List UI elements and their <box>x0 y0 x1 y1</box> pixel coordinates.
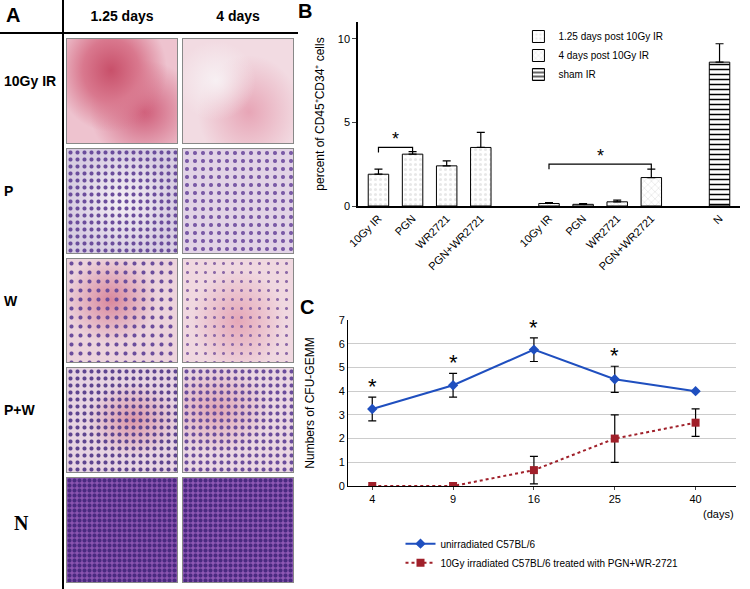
html-text:4 days: 4 days <box>216 8 260 24</box>
svg-text:PGN+WR2721: PGN+WR2721 <box>596 212 656 272</box>
svg-text:5: 5 <box>339 361 345 373</box>
svg-text:3: 3 <box>339 409 345 421</box>
svg-text:*: * <box>597 146 604 166</box>
svg-text:7: 7 <box>339 314 345 326</box>
svg-text:10Gy IR: 10Gy IR <box>517 212 554 249</box>
svg-text:4: 4 <box>339 385 345 397</box>
svg-text:6: 6 <box>339 338 345 350</box>
svg-text:sham IR: sham IR <box>558 69 595 80</box>
html-text:A: A <box>6 4 21 26</box>
svg-text:4 days post 10Gy IR: 4 days post 10Gy IR <box>558 50 649 61</box>
svg-text:*: * <box>368 374 377 399</box>
svg-text:1.25 days post 10Gy IR: 1.25 days post 10Gy IR <box>558 31 663 42</box>
svg-text:C: C <box>300 296 314 318</box>
svg-text:(days): (days) <box>703 508 734 520</box>
html-text:W: W <box>4 292 18 309</box>
html-text:P+W: P+W <box>4 402 35 419</box>
svg-text:percent of CD45⁺CD34⁺ cells: percent of CD45⁺CD34⁺ cells <box>313 37 327 190</box>
svg-text:PGN: PGN <box>393 212 418 237</box>
svg-text:PGN+WR2721: PGN+WR2721 <box>426 212 486 272</box>
svg-text:10Gy irradiated C57BL/6 treate: 10Gy irradiated C57BL/6 treated with PGN… <box>441 558 678 569</box>
svg-text:40: 40 <box>689 493 701 505</box>
svg-text:2: 2 <box>339 432 345 444</box>
svg-text:9: 9 <box>450 493 456 505</box>
svg-text:*: * <box>610 343 619 368</box>
svg-text:unirradiated C57BL/6: unirradiated C57BL/6 <box>441 539 536 550</box>
svg-text:N: N <box>711 212 725 226</box>
svg-text:*: * <box>449 350 458 375</box>
html-text:P: P <box>4 182 14 199</box>
html-text:1.25 days: 1.25 days <box>90 8 154 24</box>
svg-text:5: 5 <box>344 116 350 128</box>
svg-text:B: B <box>298 0 312 22</box>
svg-text:*: * <box>529 315 538 340</box>
html-text:10Gy IR: 10Gy IR <box>4 72 57 89</box>
html-text:N: N <box>14 512 29 535</box>
svg-text:PGN: PGN <box>563 212 588 237</box>
svg-text:4: 4 <box>369 493 375 505</box>
svg-text:10Gy IR: 10Gy IR <box>347 212 384 249</box>
svg-text:16: 16 <box>528 493 540 505</box>
svg-text:0: 0 <box>339 480 345 492</box>
svg-text:0: 0 <box>344 200 350 212</box>
svg-text:25: 25 <box>609 493 621 505</box>
svg-text:*: * <box>392 129 399 149</box>
svg-text:Numbers of CFU-GEMM: Numbers of CFU-GEMM <box>303 337 317 468</box>
svg-text:10: 10 <box>338 33 350 45</box>
svg-text:WR2721: WR2721 <box>413 212 452 251</box>
svg-text:1: 1 <box>339 456 345 468</box>
svg-text:WR2721: WR2721 <box>584 212 623 251</box>
